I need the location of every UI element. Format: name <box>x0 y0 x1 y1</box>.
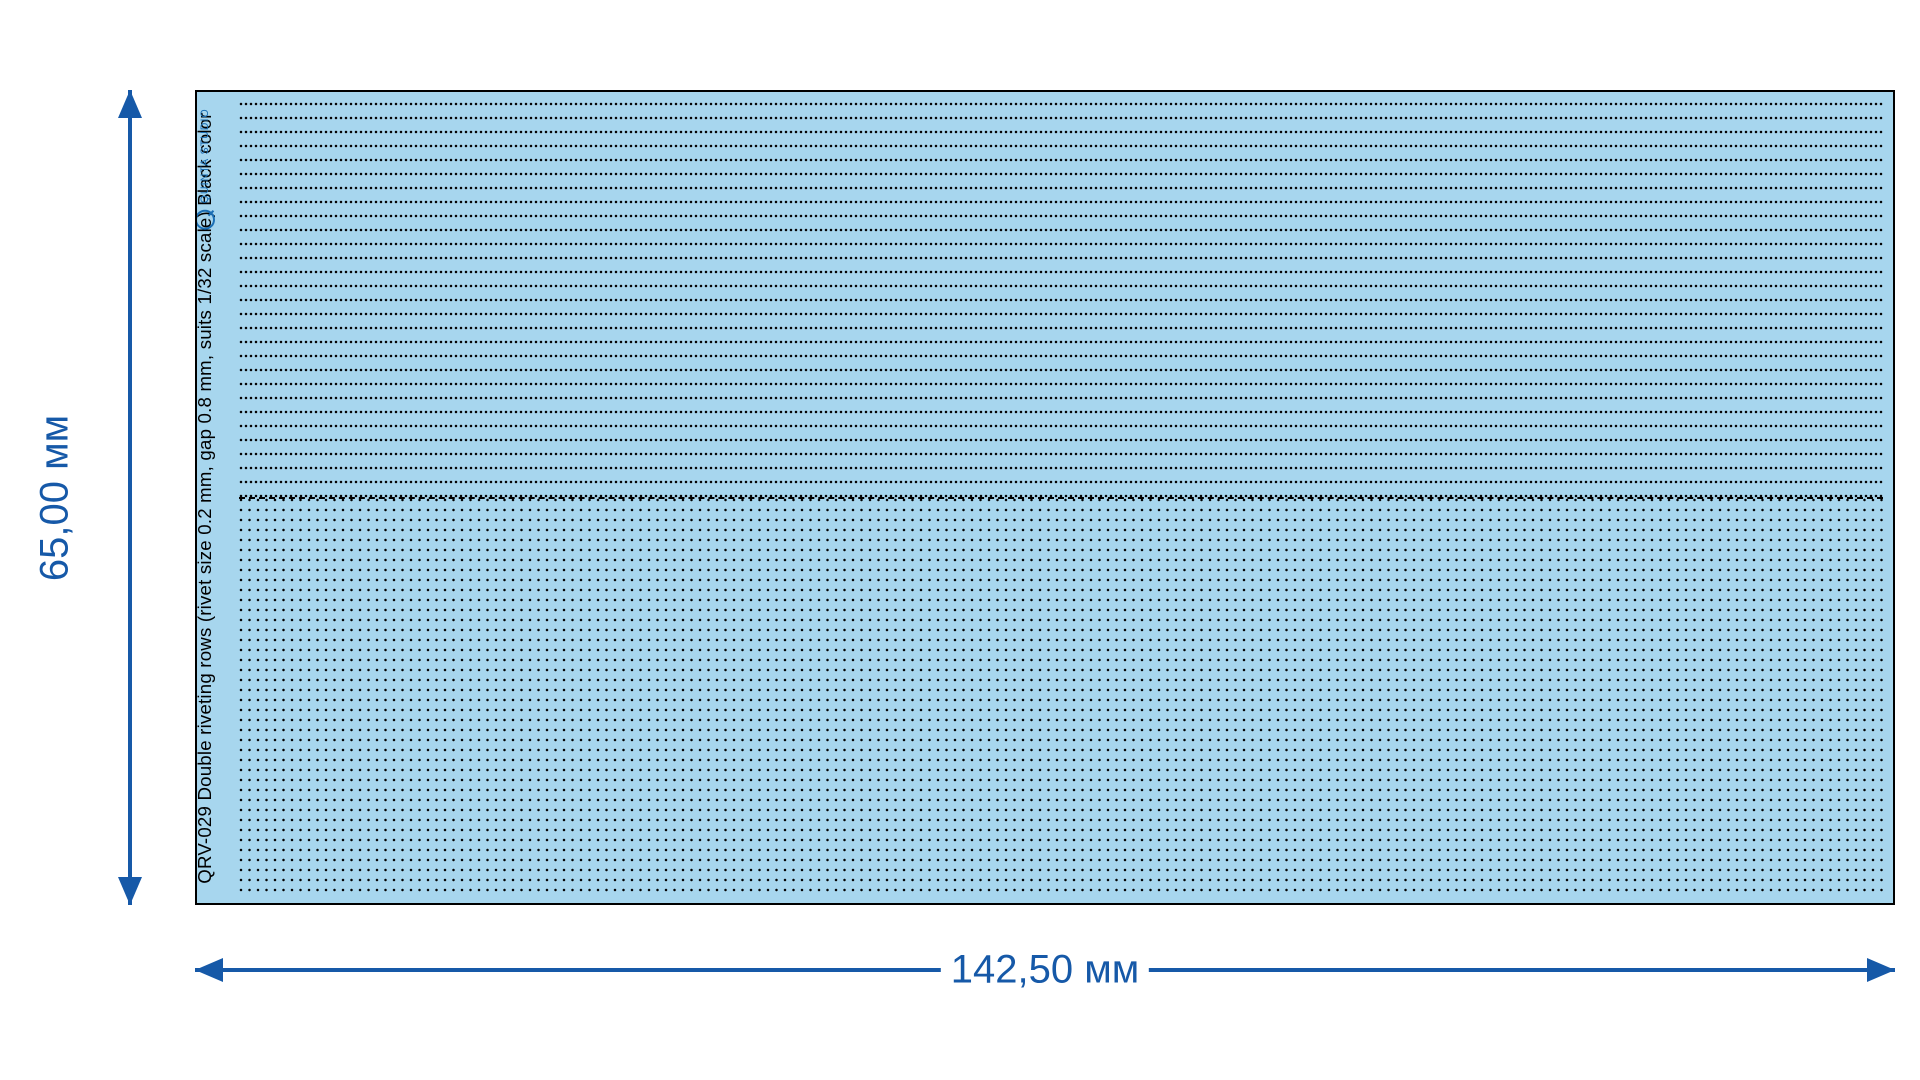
brand-q-icon <box>195 209 215 229</box>
decal-sheet-inner: QRV-029 Double riveting rows (rivet size… <box>197 92 1893 903</box>
arrowhead-left-icon <box>195 958 223 982</box>
arrowhead-down-icon <box>118 877 142 905</box>
dimension-vertical-label: 65,00 мм <box>33 404 78 590</box>
rivet-divider <box>239 497 1883 499</box>
rivet-grid-bottom <box>239 498 1883 894</box>
brand-text: QUINTA STUDIO <box>199 108 211 203</box>
dimension-vertical-line <box>128 90 132 905</box>
dimension-horizontal-label: 142,50 мм <box>941 948 1149 993</box>
canvas: 65,00 мм QRV-029 Double riveting rows (r… <box>0 0 1920 1080</box>
decal-sheet: QRV-029 Double riveting rows (rivet size… <box>195 90 1895 905</box>
brand-mark: QUINTA STUDIO <box>195 108 215 229</box>
product-label: QRV-029 Double riveting rows (rivet size… <box>195 112 216 883</box>
rivet-grid <box>239 102 1883 893</box>
rivet-grid-top <box>239 102 1883 498</box>
arrowhead-up-icon <box>118 90 142 118</box>
arrowhead-right-icon <box>1867 958 1895 982</box>
